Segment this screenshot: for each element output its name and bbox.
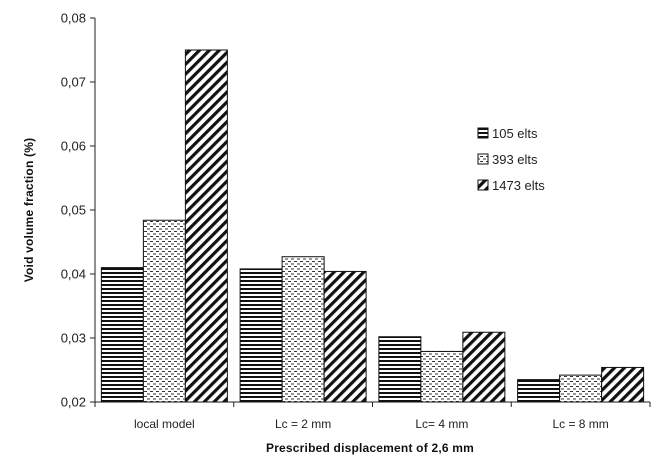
legend-swatch-dotted [477,153,489,165]
x-category-label: Lc= 4 mm [415,417,468,431]
bar-diagonal [323,270,367,403]
x-category-label: local model [134,417,195,431]
bar-dotted [559,374,603,403]
bar-dotted [281,256,325,403]
legend: 105 elts 393 elts 1473 elts [477,126,545,193]
bar-diagonal [184,49,228,403]
legend-label: 393 elts [492,152,538,167]
y-tick-label: 0,04 [61,267,86,282]
legend-swatch-diagonal [477,179,489,191]
bars [100,49,645,403]
y-tick-label: 0,02 [61,395,86,410]
bar-dotted [142,219,186,403]
y-ticks: 0,02 0,03 0,04 0,05 0,06 0,07 0,08 [61,11,95,410]
bar-dotted [420,350,464,403]
y-tick-label: 0,07 [61,75,86,90]
bar-diagonal [462,331,506,403]
bar-horizontal [100,267,144,403]
bar-horizontal [378,336,422,403]
x-category-labels: local model Lc = 2 mm Lc= 4 mm Lc = 8 mm [94,402,651,431]
bar-diagonal [601,366,645,403]
legend-label: 105 elts [492,126,538,141]
x-axis-title: Prescribed displacement of 2,6 mm [266,441,474,455]
x-category-label: Lc = 8 mm [552,417,608,431]
y-axis-title: Void volume fraction (%) [22,138,36,283]
x-category-label: Lc = 2 mm [275,417,331,431]
y-tick-label: 0,05 [61,203,86,218]
y-tick-label: 0,06 [61,139,86,154]
legend-swatch-horizontal [477,127,489,139]
legend-label: 1473 elts [492,178,545,193]
bar-horizontal [239,268,283,403]
y-tick-label: 0,08 [61,11,86,26]
bar-horizontal [517,379,561,403]
y-tick-label: 0,03 [61,331,86,346]
